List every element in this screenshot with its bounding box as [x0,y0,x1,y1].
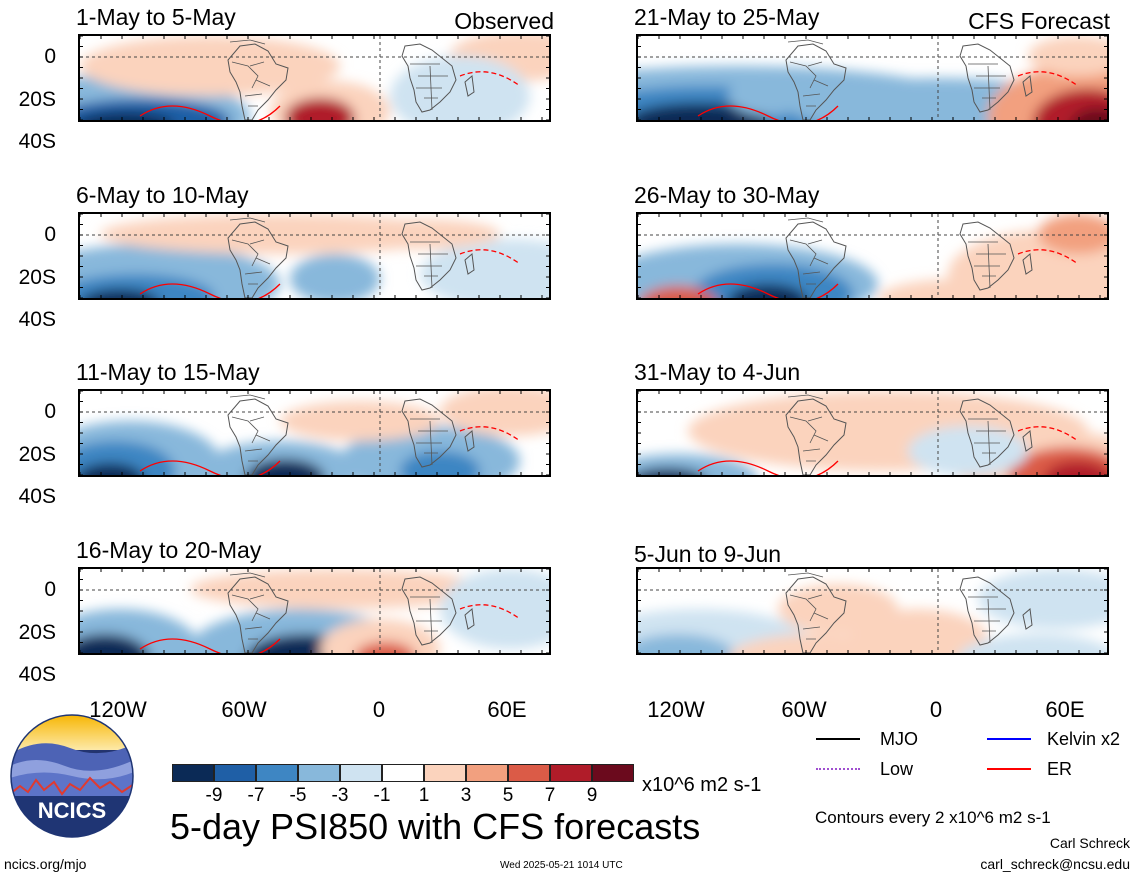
colorbar-swatch [382,764,424,782]
colorbar-swatch [550,764,592,782]
y-tick-20s: 20S [18,266,56,289]
colorbar-swatch [466,764,508,782]
author-email[interactable]: carl_schreck@ncsu.edu [980,856,1130,872]
forecast-label: CFS Forecast [968,8,1110,34]
colorbar-tick-label: -9 [205,785,223,806]
legend-line-low [816,768,860,770]
panel-title-7: 16-May to 20-May [76,537,262,563]
panel-title-6: 31-May to 4-Jun [634,359,801,385]
legend-label-er: ER [1047,759,1073,779]
panel-title-8: 5-Jun to 9-Jun [634,541,782,567]
colorbar-tick-label: -7 [247,785,265,806]
y-tick-0: 0 [44,578,56,601]
x-tick-60e: 60E [487,697,527,722]
legend-line-kelvin [987,738,1031,740]
x-tick-60w: 60W [221,697,267,722]
colorbar-tick-label: -1 [373,785,391,806]
y-tick-20s: 20S [18,443,56,466]
figure-title: 5-day PSI850 with CFS forecasts [170,806,701,847]
y-tick-0: 0 [44,400,56,423]
colorbar-swatch [256,764,298,782]
y-tick-20s: 20S [18,621,56,644]
y-tick-0: 0 [44,45,56,68]
x-tick-60e: 60E [1045,697,1085,722]
panel-title-1: 1-May to 5-May [76,4,236,30]
colorbar-tick-label: 3 [460,785,472,806]
panel-title-5: 11-May to 15-May [76,359,260,385]
author-name: Carl Schreck [1049,835,1130,851]
colorbar-tick-label: -5 [289,785,307,806]
map-panel-3 [78,212,551,300]
x-tick-0: 0 [929,697,943,722]
map-panel-6 [636,389,1109,477]
observed-label: Observed [454,8,554,34]
colorbar-swatch [340,764,382,782]
y-tick-0: 0 [44,223,56,246]
y-tick-20s: 20S [18,88,56,111]
ncics-logo: NCICS [10,714,134,838]
legend-label-low: Low [880,759,914,779]
colorbar-tick-label: 1 [418,785,430,806]
legend-label-mjo: MJO [880,729,918,749]
x-tick-120w: 120W [647,697,705,722]
legend-line-er [987,768,1031,770]
colorbar-swatch [172,764,214,782]
colorbar-tick-label: -3 [331,785,349,806]
map-panel-2 [636,34,1109,122]
colorbar-tick-label: 7 [544,785,556,806]
y-tick-40s: 40S [18,485,56,508]
colorbar-swatch [508,764,550,782]
map-panel-7 [78,567,551,655]
y-tick-40s: 40S [18,308,56,331]
website-link[interactable]: ncics.org/mjo [4,856,87,872]
colorbar-swatch [298,764,340,782]
y-tick-40s: 40S [18,130,56,153]
colorbar [172,764,634,784]
logo-text: NCICS [38,798,106,823]
timestamp: Wed 2025-05-21 1014 UTC [500,860,623,871]
map-panel-4 [636,212,1109,300]
colorbar-swatch [214,764,256,782]
legend-line-mjo [816,738,860,740]
colorbar-tick-label: 9 [586,785,598,806]
x-tick-0: 0 [372,697,386,722]
panel-title-4: 26-May to 30-May [634,182,820,208]
colorbar-swatch [592,764,634,782]
map-panel-8 [636,567,1109,655]
x-tick-120w: 120W [89,697,147,722]
contours-note: Contours every 2 x10^6 m2 s-1 [815,808,1051,827]
colorbar-ticks: -9 -7 -5 -3 -1 1 3 5 7 9 [172,786,634,808]
y-tick-40s: 40S [18,663,56,686]
panel-title-3: 6-May to 10-May [76,182,249,208]
panel-title-2: 21-May to 25-May [634,4,820,30]
colorbar-swatch [424,764,466,782]
x-tick-60w: 60W [781,697,827,722]
colorbar-units: x10^6 m2 s-1 [642,774,762,796]
colorbar-tick-label: 5 [502,785,514,806]
map-panel-5 [78,389,551,477]
legend-label-kelvin: Kelvin x2 [1047,729,1121,749]
map-panel-1 [78,34,551,122]
